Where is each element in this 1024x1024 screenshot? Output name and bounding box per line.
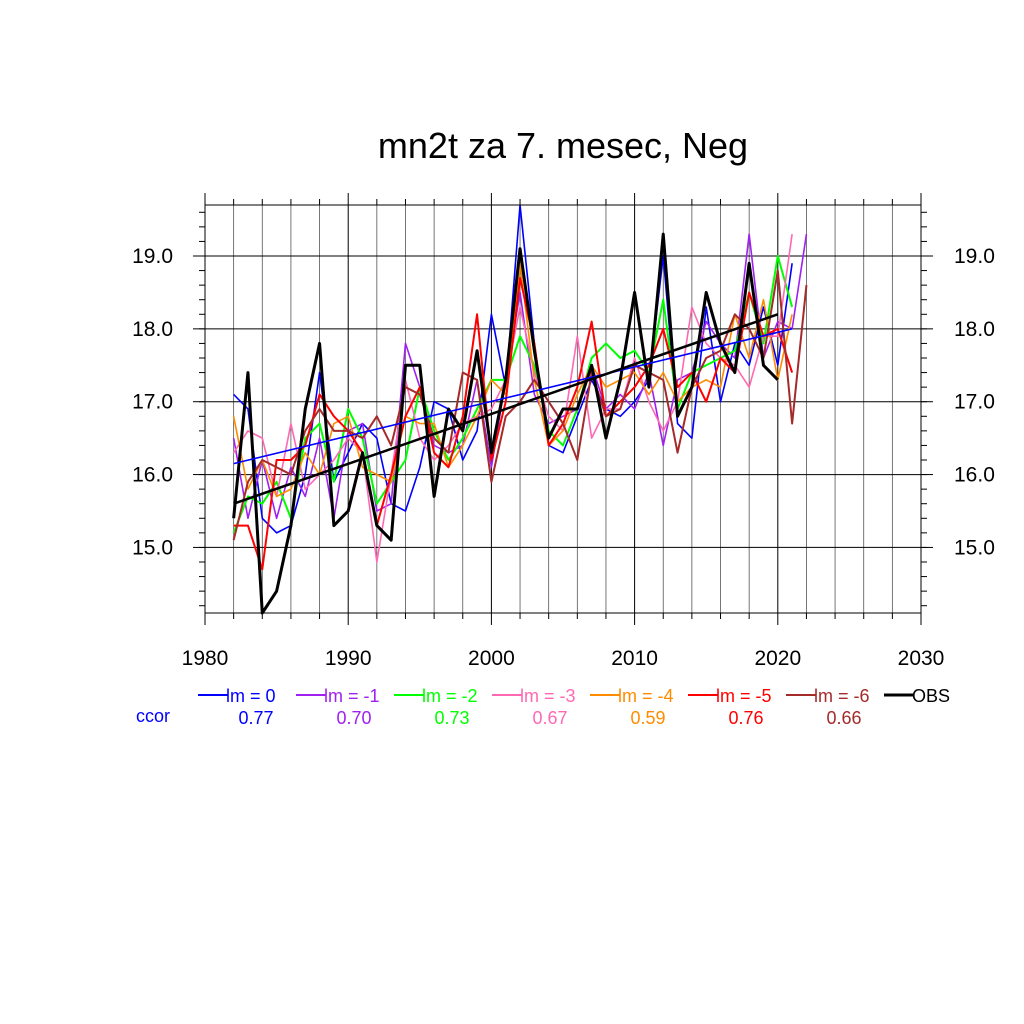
- axes: 1980 1990 2000 2010 2020 2030 15.0 15.0 16.0 16.0…: [132, 193, 995, 670]
- series-group: [232, 204, 808, 615]
- ccor-value: 0.76: [728, 708, 763, 728]
- y-tick-label-left: 18.0: [132, 318, 173, 341]
- y-tick-label-left: 16.0: [132, 464, 173, 487]
- ccor-label: ccor: [136, 706, 170, 726]
- series-line: [233, 204, 793, 534]
- legend-label: lm = -6: [814, 686, 870, 706]
- y-tick-label-left: 15.0: [132, 536, 173, 559]
- ccor-value: 0.77: [238, 708, 273, 728]
- x-tick-label: 2020: [754, 647, 801, 670]
- ccor-value: 0.67: [532, 708, 567, 728]
- chart-title: mn2t za 7. mesec, Neg: [378, 125, 748, 166]
- y-tick-label-right: 15.0: [954, 536, 995, 559]
- y-tick-label-right: 17.0: [954, 391, 995, 414]
- x-tick-label: 1980: [182, 647, 229, 670]
- y-tick-label-left: 17.0: [132, 391, 173, 414]
- y-tick-label-right: 18.0: [954, 318, 995, 341]
- legend-label: lm = -5: [716, 686, 772, 706]
- x-tick-label: 1990: [325, 647, 372, 670]
- x-tick-label: 2010: [611, 647, 658, 670]
- y-tick-label-right: 19.0: [954, 245, 995, 268]
- series-line: [232, 269, 808, 541]
- legend-label: lm = -3: [520, 686, 576, 706]
- trend-line: [233, 313, 779, 505]
- ccor-value: 0.66: [826, 708, 861, 728]
- legend-label: lm = -2: [422, 686, 478, 706]
- legend-label: OBS: [912, 686, 950, 706]
- series-line: [232, 233, 808, 520]
- y-tick-label-right: 16.0: [954, 464, 995, 487]
- legend-label: lm = -1: [324, 686, 380, 706]
- plot-frame: [204, 204, 922, 614]
- trend-line: [233, 328, 793, 465]
- series-line: [233, 276, 794, 571]
- ccor-value: 0.73: [434, 708, 469, 728]
- legend-label: lm = -4: [618, 686, 674, 706]
- ccor-value: 0.70: [336, 708, 371, 728]
- legend-label: lm = 0: [226, 686, 276, 706]
- y-tick-label-left: 19.0: [132, 245, 173, 268]
- series-line: [232, 232, 779, 615]
- x-tick-label: 2000: [468, 647, 515, 670]
- ccor-value: 0.59: [630, 708, 665, 728]
- x-tick-label: 2030: [898, 647, 945, 670]
